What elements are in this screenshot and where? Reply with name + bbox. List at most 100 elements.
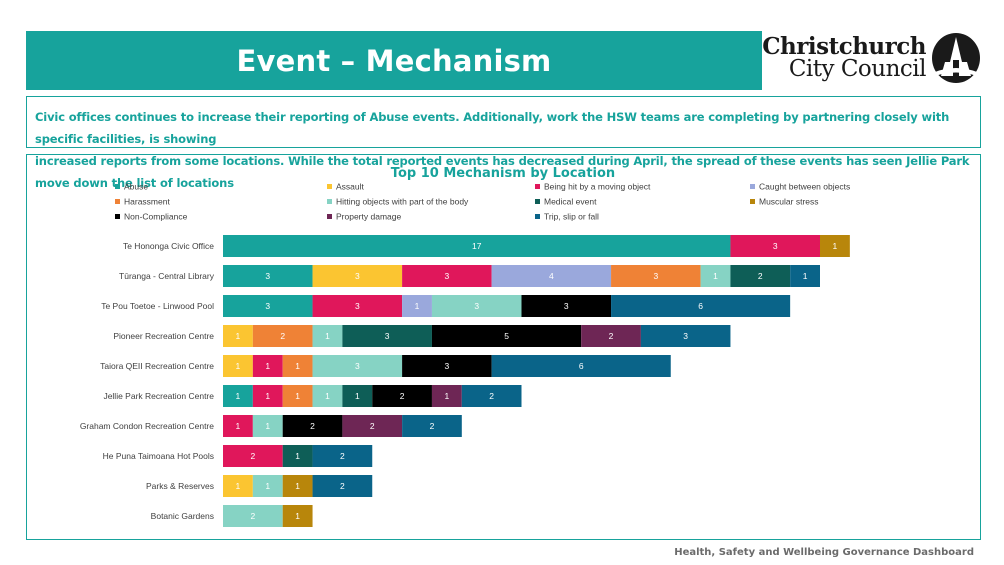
bar-segment [402,265,492,287]
legend-swatch [115,184,120,189]
data-label: 2 [250,511,255,521]
data-label: 1 [236,481,241,491]
bar-segment [431,295,522,317]
category-label: Te Hononga Civic Office [123,241,214,251]
bar-segment [730,235,820,257]
legend-label: Harassment [124,197,170,207]
data-label: 3 [564,301,569,311]
bar-segment [223,415,253,437]
data-label: 1 [295,451,300,461]
data-label: 1 [236,391,241,401]
data-label: 1 [265,361,270,371]
legend-swatch [535,184,540,189]
data-label: 1 [265,391,270,401]
bar-segment [312,325,343,347]
bar-segment [223,295,313,317]
bar-segment [312,445,373,467]
data-label: 3 [385,331,390,341]
data-label: 3 [445,271,450,281]
bar-segment [461,385,522,407]
data-label: 6 [579,361,584,371]
bar-segment [491,265,612,287]
bar-segment [223,325,253,347]
title-banner: Event – Mechanism [26,31,762,90]
cathedral-logo-icon [932,33,980,83]
category-label: Parks & Reserves [146,481,214,491]
data-label: 1 [803,271,808,281]
bar-segment [611,265,701,287]
bar-segment [223,235,731,257]
category-label: Jellie Park Recreation Centre [103,391,214,401]
category-label: Taiora QEII Recreation Centre [100,361,214,371]
legend-label: Assault [336,182,365,192]
legend-label: Trip, slip or fall [544,212,599,222]
data-label: 2 [370,421,375,431]
page-title: Event – Mechanism [236,43,552,78]
category-label: Pioneer Recreation Centre [113,331,214,341]
data-label: 2 [758,271,763,281]
data-label: 2 [430,421,435,431]
bar-segment [312,355,403,377]
data-label: 3 [773,241,778,251]
bar-segment [282,415,343,437]
bar-segment [402,415,462,437]
bar-segment [252,475,283,497]
bar-segment [700,265,731,287]
bar-segment [312,475,373,497]
legend-label: Being hit by a moving object [544,182,651,192]
legend-label: Medical event [544,197,597,207]
bar-segment [342,415,403,437]
bar-segment [730,265,791,287]
data-label: 3 [683,331,688,341]
data-label: 2 [609,331,614,341]
legend-swatch [750,184,755,189]
bar-segment [282,385,313,407]
bar-segment [252,385,283,407]
bar-segment [342,385,373,407]
legend-swatch [535,214,540,219]
bar-segment [372,385,432,407]
legend-label: Non-Compliance [124,212,188,222]
data-label: 1 [713,271,718,281]
category-label: Tūranga - Central Library [119,271,215,281]
data-label: 1 [295,481,300,491]
bar-segment [312,295,403,317]
bar-segment [223,355,253,377]
legend-swatch [750,199,755,204]
chart-panel: Top 10 Mechanism by Location Abuse Assault… [26,154,981,540]
data-label: 2 [340,451,345,461]
bar-segment [431,385,462,407]
data-label: 3 [445,361,450,371]
bar-segment [223,445,283,467]
bar-segment [252,415,283,437]
legend-swatch [115,199,120,204]
data-label: 3 [265,271,270,281]
data-label: 3 [355,271,360,281]
bar-segment [790,265,820,287]
data-label: 2 [489,391,494,401]
legend-swatch [327,214,332,219]
bar-segment [223,265,313,287]
data-label: 1 [295,511,300,521]
bar-segment [820,235,850,257]
category-label: He Puna Taimoana Hot Pools [103,451,214,461]
bar-segment [521,295,612,317]
bar-segment [252,325,313,347]
legend-swatch [327,199,332,204]
chart-title: Top 10 Mechanism by Location [391,166,615,181]
data-label: 6 [698,301,703,311]
bar-segment [611,295,791,317]
data-label: 3 [355,301,360,311]
summary-box: Civic offices continues to increase thei… [26,96,981,190]
data-label: 1 [236,361,241,371]
data-label: 17 [472,241,482,251]
category-label: Te Pou Toetoe - Linwood Pool [101,301,214,311]
data-label: 2 [400,391,405,401]
bar-segment [252,355,283,377]
data-label: 2 [310,421,315,431]
data-label: 2 [340,481,345,491]
logo-line1: Christchurch [762,33,926,60]
footer-text: Health, Safety and Wellbeing Governance … [674,547,974,558]
bar-segment [223,475,253,497]
data-label: 1 [295,361,300,371]
